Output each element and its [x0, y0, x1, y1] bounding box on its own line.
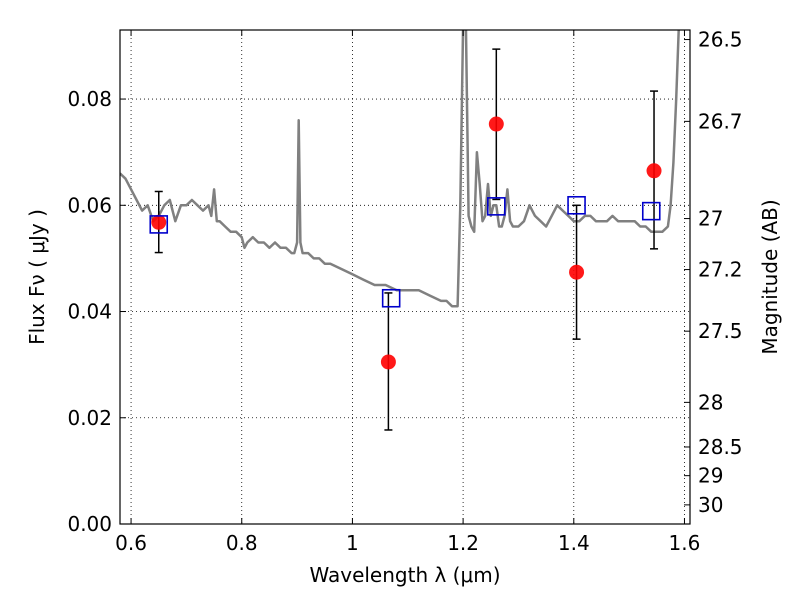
x-tick-label: 1.6	[669, 531, 701, 555]
x-tick-label: 0.6	[115, 531, 147, 555]
observed-point	[646, 163, 662, 179]
mag-tick-label: 27	[698, 207, 723, 231]
model-point	[149, 215, 169, 234]
x-axis: 0.6 0.8 1 1.2 1.4 1.6	[115, 30, 700, 555]
observed-point	[488, 116, 504, 132]
x-tick-label: 1	[346, 531, 359, 555]
observed-point	[569, 264, 585, 280]
mag-tick-label: 30	[698, 493, 723, 517]
x-axis-title: Wavelength λ (μm)	[309, 563, 500, 587]
mag-tick-label: 29	[698, 464, 723, 488]
mag-tick-label: 28.5	[698, 435, 743, 459]
observed-point	[151, 214, 167, 230]
mag-tick-label: 27.5	[698, 319, 743, 343]
mag-tick-label: 26.7	[698, 109, 743, 133]
y-tick-label: 0.00	[67, 512, 112, 536]
mag-tick-label: 28	[698, 390, 723, 414]
x-tick-label: 1.2	[447, 531, 479, 555]
y-tick-label: 0.06	[67, 193, 112, 217]
model-point	[381, 288, 401, 308]
y-axis-title: Flux Fν ( μJy )	[25, 209, 49, 345]
model-point	[487, 197, 506, 216]
mag-tick-label: 27.2	[698, 258, 743, 282]
plot-content	[120, 30, 680, 431]
y-tick-label: 0.04	[67, 300, 112, 324]
plot-frame	[119, 29, 691, 525]
x-tick-label: 1.4	[558, 531, 590, 555]
mag-tick-label: 26.5	[698, 28, 743, 52]
magnitude-axis: 26.5 26.7 27 27.2 27.5 28 28.5 29 30	[684, 28, 743, 517]
grid-lines	[120, 30, 690, 525]
y-tick-label: 0.02	[67, 406, 112, 430]
x-tick-label: 0.8	[226, 531, 258, 555]
model-point	[567, 195, 586, 215]
observed-point	[380, 354, 396, 370]
model-point	[641, 201, 661, 221]
model-spectrum-line	[120, 30, 680, 308]
y-tick-label: 0.08	[67, 87, 112, 111]
y-axis: 0.00 0.02 0.04 0.06 0.08	[67, 87, 126, 536]
y2-axis-title: Magnitude (AB)	[758, 199, 782, 354]
